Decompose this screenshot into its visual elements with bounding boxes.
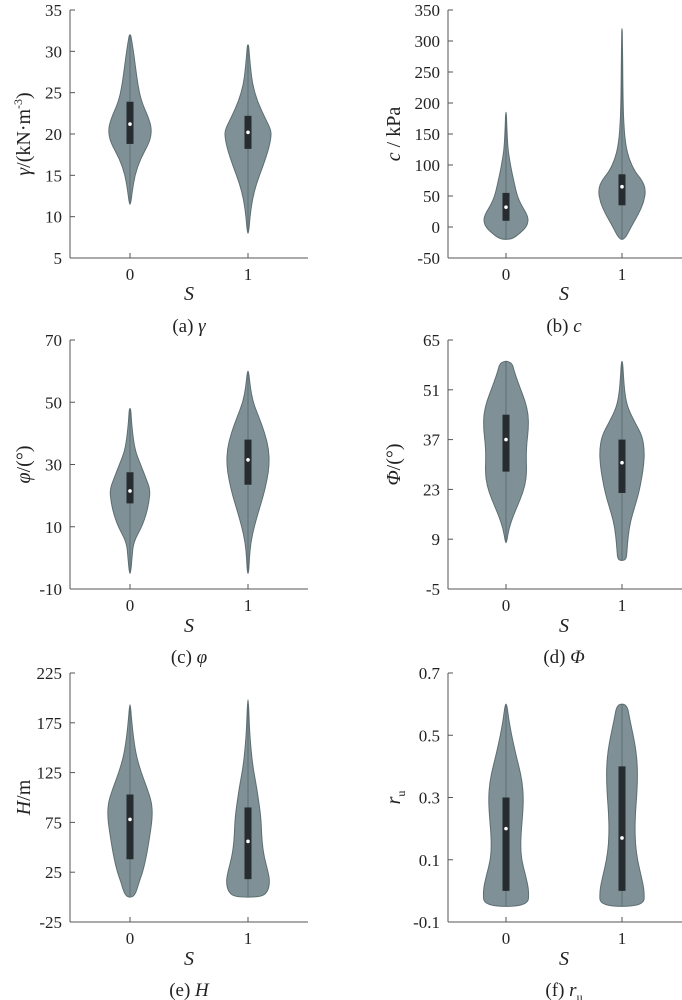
y-tick-label: 65	[423, 331, 440, 350]
violin-median	[504, 205, 508, 209]
violin-median	[246, 839, 250, 844]
y-tick-label: 70	[45, 331, 62, 350]
y-tick-label: -5	[426, 580, 440, 599]
y-tick-label: 15	[45, 166, 62, 185]
violin-iqr-box	[126, 472, 134, 504]
x-axis-label: S	[559, 283, 569, 305]
x-tick-label: 0	[502, 265, 511, 284]
y-tick-label: 20	[45, 125, 62, 144]
y-axis-label: Φ/(°)	[383, 443, 405, 485]
x-tick-label: 0	[126, 596, 135, 615]
panel-a: 5 10 15 20 25 30 35 0 1 Sγ/(kN·m-3) (a) γ	[11, 1, 308, 337]
y-tick-label: 37	[423, 431, 441, 450]
y-tick-label: 150	[415, 125, 441, 144]
y-tick-label: 0	[432, 218, 441, 237]
violin-median	[504, 437, 508, 442]
y-tick-label: 50	[423, 187, 440, 206]
panel-caption: (f) ru	[545, 980, 582, 1000]
violin-median	[620, 836, 624, 840]
violin-median	[620, 460, 624, 465]
violin-median	[246, 458, 250, 462]
y-tick-label: 0.1	[419, 851, 440, 870]
y-tick-label: 200	[415, 94, 441, 113]
y-tick-label: 250	[415, 63, 441, 82]
panel-caption: (d) Φ	[543, 647, 584, 668]
x-axis-label: S	[184, 283, 194, 305]
y-tick-label: 10	[45, 518, 62, 537]
y-axis-label: c / kPa	[383, 107, 405, 162]
panel-caption: (c) φ	[171, 647, 207, 668]
y-axis-label: γ/(kN·m-3)	[11, 92, 35, 175]
y-tick-label: 175	[37, 714, 63, 733]
y-tick-label: 30	[45, 42, 62, 61]
y-tick-label: 100	[415, 156, 441, 175]
violin-iqr-box	[618, 439, 626, 493]
y-tick-label: -50	[417, 249, 440, 268]
y-tick-label: -10	[39, 580, 62, 599]
y-tick-label: 25	[45, 84, 62, 103]
violin-median	[128, 489, 132, 493]
x-tick-label: 0	[126, 929, 135, 948]
panel-f: -0.1 0.1 0.3 0.5 0.7 0 1 Sru (f) ru	[383, 664, 682, 1000]
y-tick-label: 10	[45, 208, 62, 227]
x-tick-label: 0	[502, 929, 511, 948]
y-tick-label: 23	[423, 480, 440, 499]
y-tick-label: 25	[45, 863, 62, 882]
y-tick-label: 0.5	[419, 726, 440, 745]
y-axis-label: H/m	[13, 779, 35, 816]
violin-median	[504, 826, 508, 831]
x-tick-label: 1	[618, 929, 627, 948]
y-tick-label: 51	[423, 381, 440, 400]
violin-median	[128, 122, 132, 126]
violin-median	[246, 130, 250, 135]
panel-c: -10 10 30 50 70 0 1 Sφ/(°) (c) φ	[13, 331, 308, 668]
y-tick-label: 0.3	[419, 789, 440, 808]
violin-iqr-box	[126, 794, 134, 860]
x-tick-label: 1	[618, 265, 627, 284]
panel-caption: (e) H	[169, 980, 210, 1000]
y-tick-label: 225	[37, 664, 63, 683]
panel-e: -25 25 75 125 175 225 0 1 S H/m (e) H	[13, 664, 308, 1000]
violin-median	[620, 184, 624, 189]
violin-iqr-box	[618, 174, 626, 206]
y-tick-label: 350	[415, 1, 441, 20]
x-tick-label: 1	[244, 265, 253, 284]
y-tick-label: 5	[54, 249, 63, 268]
y-tick-label: -0.1	[413, 913, 440, 932]
violin-iqr-box	[244, 807, 252, 880]
y-tick-label: 9	[432, 530, 441, 549]
x-axis-label: S	[184, 948, 194, 970]
x-tick-label: 1	[244, 596, 253, 615]
y-axis-label: ru	[383, 791, 408, 805]
violin-median	[128, 817, 132, 822]
violin-iqr-box	[244, 439, 252, 485]
y-axis-label: φ/(°)	[13, 446, 35, 484]
y-tick-label: 125	[37, 764, 63, 783]
panel-b: -50 0 50 100 150 200 250 300 350 0 1 Sc / kPa (b) c	[383, 1, 682, 337]
panel-d: -5 9 23 37 51 65 0 1 S Φ/(°) (d) Φ	[383, 331, 682, 668]
panel-caption: (a) γ	[172, 316, 206, 337]
x-tick-label: 0	[502, 596, 511, 615]
x-axis-label: S	[559, 615, 569, 637]
y-tick-label: 300	[415, 32, 441, 51]
y-tick-label: 35	[45, 1, 62, 20]
x-tick-label: 1	[618, 596, 627, 615]
x-tick-label: 1	[244, 929, 253, 948]
y-tick-label: 50	[45, 393, 62, 412]
y-tick-label: -25	[39, 913, 62, 932]
y-tick-label: 30	[45, 456, 62, 475]
violin-iqr-box	[502, 797, 510, 891]
violin-iqr-box	[502, 414, 510, 472]
x-tick-label: 0	[126, 265, 135, 284]
violin-iqr-box	[618, 766, 626, 891]
y-tick-label: 75	[45, 813, 62, 832]
x-axis-label: S	[184, 615, 194, 637]
panel-caption: (b) c	[546, 316, 582, 337]
y-tick-label: 0.7	[419, 664, 441, 683]
x-axis-label: S	[559, 948, 569, 970]
